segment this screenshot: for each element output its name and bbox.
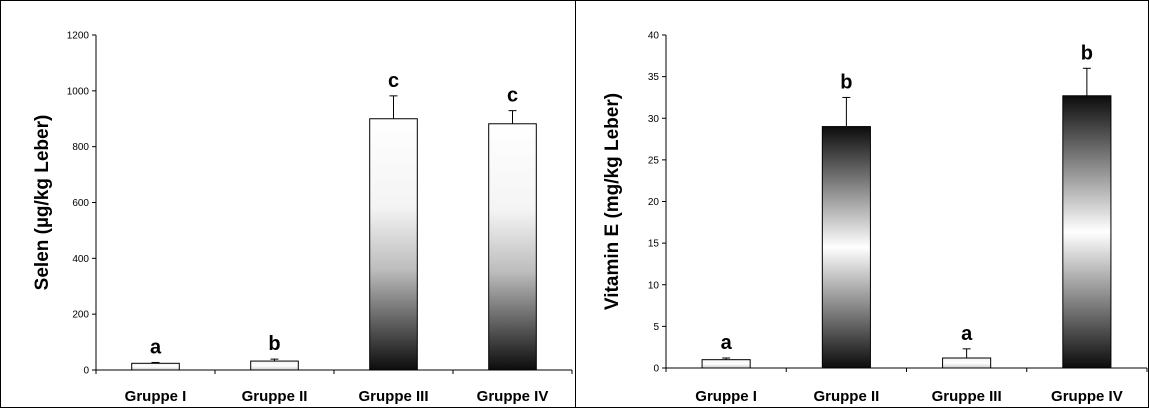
vitamin-e-chart: 0 5 10 15 20 25 30 35 40 Vitamin E (mg/kg Leber) a… — [602, 31, 1148, 405]
selen-chart-panel: 0 200 400 600 800 1000 1200 Selen (µg/kg Leber)… — [0, 0, 576, 408]
vite-bar — [942, 357, 992, 369]
vite-y-tick-label: 30 — [648, 114, 660, 125]
selen-significance-letter: a — [150, 336, 162, 358]
selen-bar — [369, 118, 418, 371]
vite-bar — [821, 126, 871, 369]
vite-y-tick-label: 0 — [653, 364, 659, 375]
selen-bar — [250, 360, 299, 371]
vite-y-tick-label: 10 — [648, 280, 660, 291]
vite-bar — [701, 359, 751, 369]
selen-category-label: Gruppe II — [242, 388, 308, 405]
selen-category-label: Gruppe I — [125, 388, 187, 405]
vite-significance-letter: a — [961, 323, 973, 345]
selen-bar — [488, 123, 537, 371]
vite-bar — [1062, 95, 1112, 369]
vite-significance-letter: b — [1081, 42, 1093, 64]
selen-significance-letter: b — [268, 333, 280, 355]
vite-category-label: Gruppe III — [932, 388, 1002, 405]
selen-y-tick-label: 600 — [72, 198, 89, 209]
vite-category-label: Gruppe I — [695, 388, 757, 405]
vite-significance-letter: b — [840, 71, 852, 93]
selen-y-tick-label: 400 — [72, 254, 89, 265]
vite-category-label: Gruppe IV — [1051, 388, 1123, 405]
selen-chart: 0 200 400 600 800 1000 1200 Selen (µg/kg Leber)… — [32, 31, 573, 405]
vite-y-tick-label: 5 — [653, 322, 659, 333]
selen-y-tick-label: 1000 — [67, 86, 90, 97]
vite-y-tick-label: 40 — [648, 31, 660, 42]
vite-y-tick-label: 35 — [648, 72, 660, 83]
selen-y-tick-label: 800 — [72, 142, 89, 153]
selen-y-axis-title: Selen (µg/kg Leber) — [32, 115, 53, 291]
selen-bar — [131, 362, 180, 371]
vite-y-axis-title: Vitamin E (mg/kg Leber) — [602, 93, 623, 310]
selen-significance-letter: c — [388, 70, 399, 92]
selen-category-label: Gruppe IV — [477, 388, 549, 405]
selen-y-tick-label: 0 — [83, 366, 89, 377]
selen-category-label: Gruppe III — [358, 388, 428, 405]
vite-category-label: Gruppe II — [813, 388, 879, 405]
selen-y-tick-label: 1200 — [67, 31, 90, 42]
vite-significance-letter: a — [721, 332, 733, 354]
selen-significance-letter: c — [507, 85, 518, 107]
vitamin-e-chart-panel: 0 5 10 15 20 25 30 35 40 Vitamin E (mg/kg Leber) a… — [575, 0, 1149, 408]
vite-y-tick-label: 25 — [648, 155, 660, 166]
vite-y-tick-label: 15 — [648, 239, 660, 250]
vite-y-tick-label: 20 — [648, 197, 660, 208]
selen-y-tick-label: 200 — [72, 310, 89, 321]
